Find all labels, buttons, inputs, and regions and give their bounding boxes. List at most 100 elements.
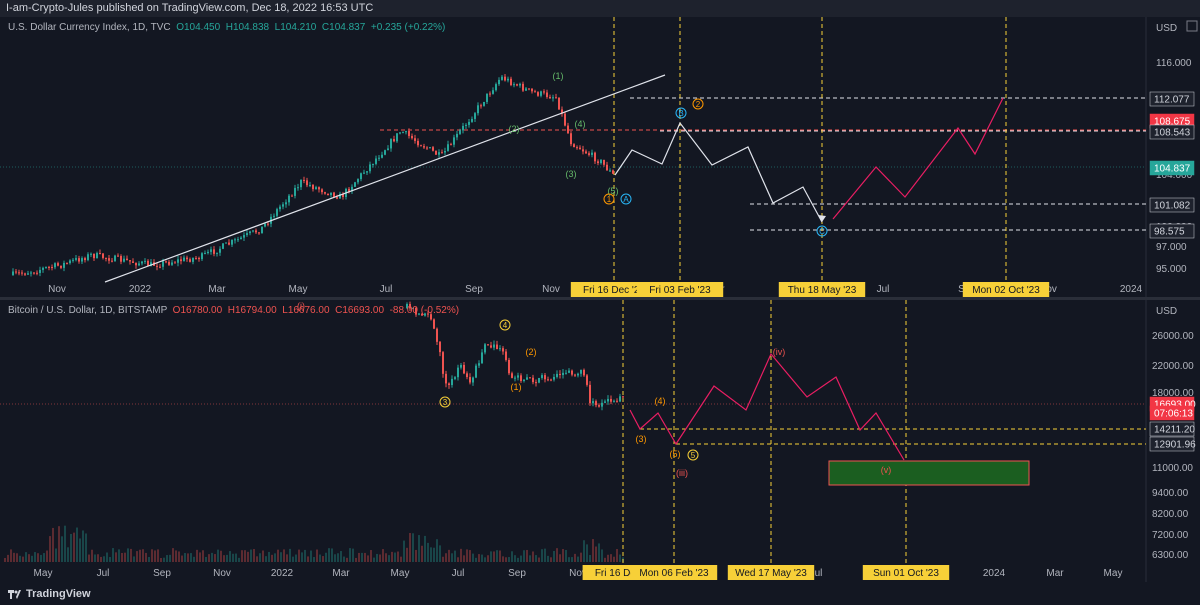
btc-volume-bar [532,551,534,562]
btc-volume-bar [334,554,336,562]
btc-candle [415,307,417,315]
dxy-candle [315,187,317,190]
dxy-candle [570,133,572,145]
btc-volume-bar [358,552,360,562]
btc-volume-bar [613,556,615,562]
dxy-candle [441,152,443,154]
btc-volume-bar [463,555,465,562]
dxy-candle [255,230,257,233]
btc-volume-bar [280,552,282,562]
dxy-chart-pane[interactable]: USD116.000104.000100.00097.00095.000Nov2… [0,17,1200,297]
btc-volume-bar [580,552,582,562]
btc-candle [589,384,591,404]
dxy-x-tick: Nov [48,284,66,295]
btc-volume-bar [196,549,198,562]
btc-volume-bar [85,533,87,562]
btc-volume-bar [220,550,222,562]
btc-volume-bar [379,554,381,562]
btc-volume-bar [250,549,252,562]
btc-volume-bar [25,552,27,562]
dxy-candle [303,179,305,181]
dxy-candle [114,255,116,262]
btc-volume-bar [616,549,618,562]
dxy-candle [504,76,506,81]
dxy-candle [216,252,218,254]
btc-candle [580,369,582,374]
dxy-candle [204,253,206,255]
btc-volume-bar [256,556,258,562]
dxy-candle [489,93,491,95]
btc-target-zone-label: (v) [881,465,892,475]
btc-volume-bar [205,556,207,562]
btc-volume-bar [94,554,96,562]
btc-wave-3-orange: (3) [636,434,647,444]
dxy-candle [279,206,281,210]
btc-close: 16693.00 [342,305,385,316]
dxy-candle [234,239,236,241]
btc-volume-bar [508,557,510,562]
dxy-candle [66,262,68,264]
dxy-candle [348,188,350,192]
dxy-candle [183,257,185,262]
btc-volume-bar [76,527,78,562]
btc-volume-bar [13,552,15,562]
btc-candle [574,374,576,376]
btc-volume-bar [232,553,234,562]
btc-volume-bar [619,554,621,562]
dxy-trendline [104,74,666,283]
btc-candle [439,341,441,353]
dxy-candle [339,193,341,199]
btc-volume-bar [214,554,216,562]
dxy-candle [282,204,284,207]
btc-candle [517,375,519,378]
btc-wave-4: 4 [503,321,508,330]
btc-price-label-bg [1149,436,1195,452]
publisher-bar: I-am-Crypto-Jules published on TradingVi… [0,0,1200,17]
btc-candle [454,377,456,379]
dxy-candle [558,97,560,110]
btc-volume-bar [520,555,522,562]
dxy-x-tick: Jul [877,284,890,295]
btc-chart-pane[interactable]: USD 26000.00 22000.00 18000.00 11000.00 9400.… [0,300,1200,582]
btc-volume-bar [37,553,39,562]
btc-volume-bar [184,553,186,562]
dxy-candle [408,131,410,136]
btc-volume-bar [7,554,9,562]
dxy-candle [579,147,581,150]
dxy-wave-1-green: (2) [509,124,520,134]
btc-volume-bar [175,550,177,562]
btc-wave-4-ring [499,319,511,331]
btc-candle [565,372,567,374]
btc-candle [568,370,570,373]
dxy-candle [522,83,524,91]
btc-candle [433,319,435,329]
dxy-candle [300,179,302,188]
btc-candle [541,375,543,379]
pane-divider[interactable] [0,297,1200,300]
btc-volume-bar [607,554,609,562]
btc-volume-bar [604,557,606,562]
dxy-wave-A: A [623,195,629,204]
dxy-wave-3-green: (3) [566,169,577,179]
btc-chart[interactable]: USD 26000.00 22000.00 18000.00 11000.00 9400.… [0,300,1200,582]
dxy-candle [516,84,518,86]
btc-volume-bar [145,552,147,562]
btc-volume-bar [43,553,45,562]
btc-volume-bar [454,550,456,562]
btc-y-tick: 22000.00 [1152,361,1194,372]
dxy-chart[interactable]: USD116.000104.000100.00097.00095.000Nov2… [0,17,1200,297]
tradingview-logo-icon[interactable] [8,587,22,601]
dxy-candle [189,259,191,262]
btc-volume-bar [169,554,171,562]
btc-volume-bar [124,552,126,562]
dxy-candle [351,186,353,192]
btc-volume-bar [445,553,447,562]
btc-volume-bar [79,538,81,562]
btc-volume-bar [136,551,138,562]
btc-volume-bar [388,555,390,562]
btc-candle [616,400,618,402]
btc-volume-bar [565,549,567,562]
dxy-wave-2-orange: 2 [696,100,701,109]
btc-volume-bar [265,556,267,562]
dxy-candle [399,132,401,134]
